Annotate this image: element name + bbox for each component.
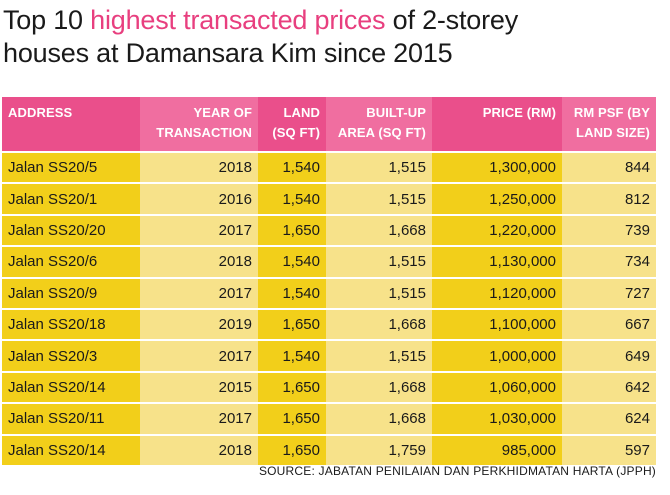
cell-psf: 642 bbox=[562, 370, 656, 403]
cell-psf: 624 bbox=[562, 402, 656, 434]
cell-psf: 844 bbox=[562, 151, 656, 183]
cell-address: Jalan SS20/9 bbox=[2, 276, 140, 308]
cell-address: Jalan SS20/18 bbox=[2, 307, 140, 340]
table-row: Jalan SS20/3 2017 1,540 1,515 1,000,000 649 bbox=[2, 339, 656, 371]
cell-built-up: 1,668 bbox=[326, 213, 432, 246]
cell-year: 2015 bbox=[140, 370, 258, 403]
cell-land: 1,650 bbox=[258, 433, 326, 465]
cell-year: 2017 bbox=[140, 276, 258, 308]
cell-built-up: 1,515 bbox=[326, 151, 432, 183]
cell-year: 2017 bbox=[140, 213, 258, 246]
header-year: YEAR OF TRANSACTION bbox=[140, 97, 258, 151]
cell-built-up: 1,668 bbox=[326, 402, 432, 434]
title-highlight: highest transacted prices bbox=[90, 5, 386, 35]
cell-address: Jalan SS20/5 bbox=[2, 151, 140, 183]
table-row: Jalan SS20/5 2018 1,540 1,515 1,300,000 844 bbox=[2, 151, 656, 183]
cell-psf: 727 bbox=[562, 276, 656, 308]
cell-price: 985,000 bbox=[432, 433, 562, 465]
title-part1: Top 10 bbox=[3, 5, 91, 35]
title-part2: of 2-storey bbox=[385, 5, 519, 35]
cell-land: 1,650 bbox=[258, 307, 326, 340]
cell-address: Jalan SS20/6 bbox=[2, 245, 140, 277]
cell-land: 1,650 bbox=[258, 370, 326, 403]
table-body: Jalan SS20/5 2018 1,540 1,515 1,300,000 844 Ja… bbox=[2, 151, 656, 465]
cell-price: 1,300,000 bbox=[432, 151, 562, 183]
cell-year: 2017 bbox=[140, 339, 258, 371]
cell-psf: 597 bbox=[562, 433, 656, 465]
cell-year: 2016 bbox=[140, 182, 258, 214]
cell-land: 1,650 bbox=[258, 402, 326, 434]
cell-land: 1,540 bbox=[258, 151, 326, 183]
cell-year: 2019 bbox=[140, 307, 258, 340]
table-row: Jalan SS20/11 2017 1,650 1,668 1,030,000 624 bbox=[2, 402, 656, 434]
cell-psf: 739 bbox=[562, 213, 656, 246]
cell-price: 1,130,000 bbox=[432, 245, 562, 277]
cell-built-up: 1,515 bbox=[326, 339, 432, 371]
table-row: Jalan SS20/9 2017 1,540 1,515 1,120,000 727 bbox=[2, 276, 656, 308]
cell-land: 1,540 bbox=[258, 339, 326, 371]
header-price: PRICE (RM) bbox=[432, 97, 562, 151]
table-row: Jalan SS20/14 2018 1,650 1,759 985,000 597 bbox=[2, 433, 656, 465]
cell-psf: 812 bbox=[562, 182, 656, 214]
header-psf: RM PSF (BY LAND SIZE) bbox=[562, 97, 656, 151]
cell-address: Jalan SS20/1 bbox=[2, 182, 140, 214]
cell-year: 2018 bbox=[140, 151, 258, 183]
cell-built-up: 1,515 bbox=[326, 182, 432, 214]
cell-price: 1,030,000 bbox=[432, 402, 562, 434]
cell-year: 2018 bbox=[140, 433, 258, 465]
cell-price: 1,060,000 bbox=[432, 370, 562, 403]
cell-land: 1,650 bbox=[258, 213, 326, 246]
title-line2: houses at Damansara Kim since 2015 bbox=[3, 38, 453, 68]
cell-land: 1,540 bbox=[258, 182, 326, 214]
cell-price: 1,220,000 bbox=[432, 213, 562, 246]
source-note: SOURCE: JABATAN PENILAIAN DAN PERKHIDMAT… bbox=[258, 464, 656, 478]
cell-price: 1,120,000 bbox=[432, 276, 562, 308]
cell-built-up: 1,668 bbox=[326, 307, 432, 340]
cell-address: Jalan SS20/11 bbox=[2, 402, 140, 434]
cell-year: 2017 bbox=[140, 402, 258, 434]
page-title: Top 10 highest transacted prices of 2-st… bbox=[3, 4, 518, 70]
cell-psf: 667 bbox=[562, 307, 656, 340]
cell-address: Jalan SS20/14 bbox=[2, 433, 140, 465]
table-row: Jalan SS20/6 2018 1,540 1,515 1,130,000 734 bbox=[2, 245, 656, 277]
cell-address: Jalan SS20/3 bbox=[2, 339, 140, 371]
cell-psf: 649 bbox=[562, 339, 656, 371]
cell-built-up: 1,668 bbox=[326, 370, 432, 403]
cell-price: 1,000,000 bbox=[432, 339, 562, 371]
header-built-up: BUILT-UP AREA (SQ FT) bbox=[326, 97, 432, 151]
cell-psf: 734 bbox=[562, 245, 656, 277]
cell-price: 1,100,000 bbox=[432, 307, 562, 340]
table-row: Jalan SS20/14 2015 1,650 1,668 1,060,000 642 bbox=[2, 370, 656, 403]
cell-built-up: 1,515 bbox=[326, 276, 432, 308]
cell-land: 1,540 bbox=[258, 276, 326, 308]
table-header-row: ADDRESS YEAR OF TRANSACTION LAND (SQ FT) B… bbox=[2, 97, 656, 151]
header-land: LAND (SQ FT) bbox=[258, 97, 326, 151]
cell-built-up: 1,515 bbox=[326, 245, 432, 277]
cell-address: Jalan SS20/20 bbox=[2, 213, 140, 246]
table-row: Jalan SS20/18 2019 1,650 1,668 1,100,000 667 bbox=[2, 307, 656, 340]
cell-land: 1,540 bbox=[258, 245, 326, 277]
cell-built-up: 1,759 bbox=[326, 433, 432, 465]
cell-price: 1,250,000 bbox=[432, 182, 562, 214]
header-address: ADDRESS bbox=[2, 97, 140, 151]
transactions-table: ADDRESS YEAR OF TRANSACTION LAND (SQ FT) B… bbox=[2, 97, 656, 465]
cell-year: 2018 bbox=[140, 245, 258, 277]
table-row: Jalan SS20/1 2016 1,540 1,515 1,250,000 812 bbox=[2, 182, 656, 214]
cell-address: Jalan SS20/14 bbox=[2, 370, 140, 403]
table-row: Jalan SS20/20 2017 1,650 1,668 1,220,000 739 bbox=[2, 213, 656, 246]
